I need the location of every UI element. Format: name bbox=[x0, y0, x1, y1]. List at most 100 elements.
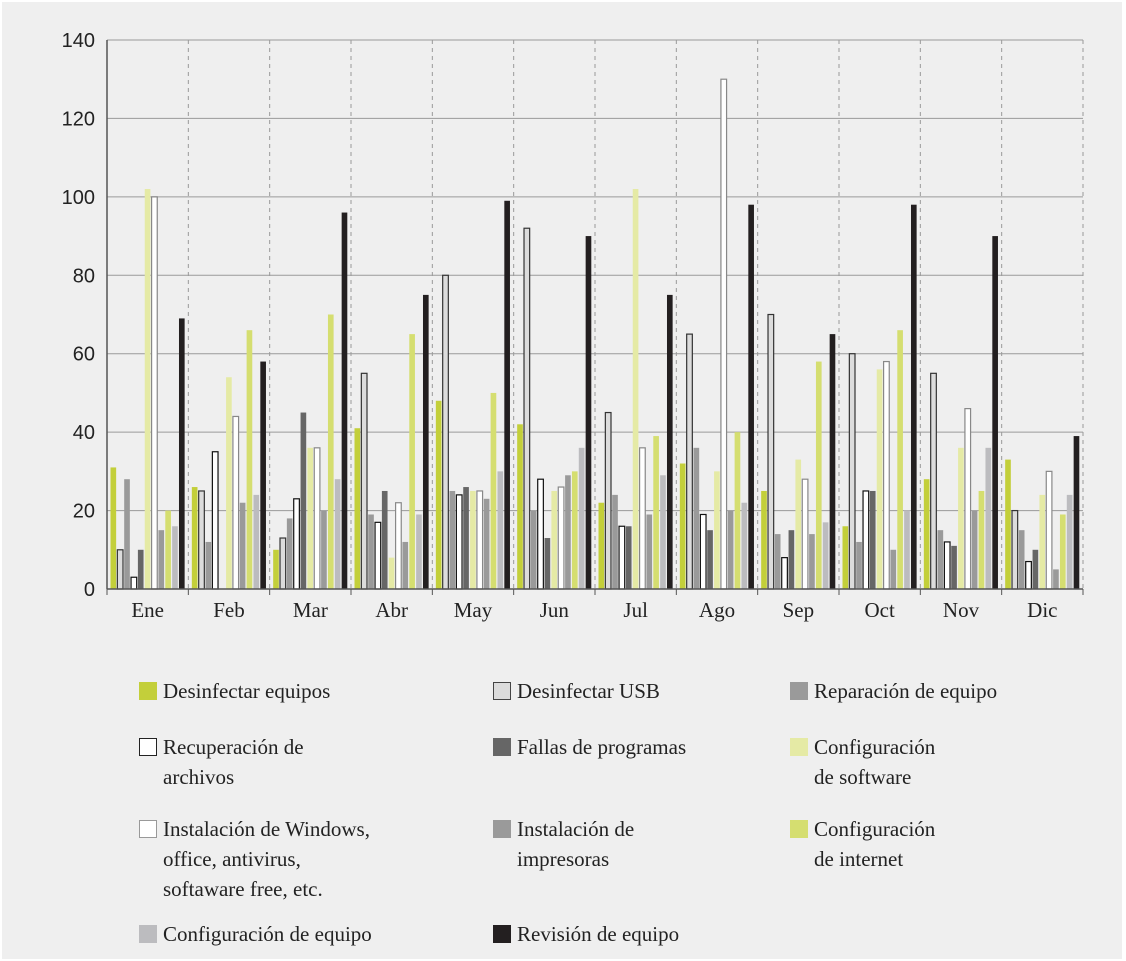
bar bbox=[882, 360, 890, 590]
bar bbox=[781, 557, 788, 590]
bar bbox=[409, 334, 415, 589]
bar bbox=[490, 392, 497, 589]
y-tick-label: 0 bbox=[84, 579, 95, 601]
legend-swatch bbox=[493, 682, 511, 700]
bar bbox=[1025, 560, 1032, 590]
bar bbox=[822, 522, 829, 589]
bar bbox=[699, 513, 707, 590]
bar bbox=[137, 549, 144, 589]
bar bbox=[578, 447, 585, 589]
bar bbox=[1011, 509, 1019, 590]
bar bbox=[1005, 459, 1011, 589]
legend-label: Desinfectar USB bbox=[517, 679, 660, 703]
bar bbox=[226, 377, 232, 589]
legend-swatch bbox=[493, 820, 511, 838]
bar bbox=[232, 415, 240, 590]
bar bbox=[286, 518, 293, 589]
bar bbox=[923, 479, 930, 589]
bar bbox=[246, 330, 253, 589]
bar bbox=[557, 486, 565, 590]
legend-swatch bbox=[139, 682, 157, 700]
legend-item-configuracion-de-equipo: Configuración de equipo bbox=[139, 919, 372, 949]
bar bbox=[463, 487, 469, 589]
bar bbox=[829, 334, 836, 589]
bar bbox=[992, 236, 998, 590]
bar bbox=[734, 432, 741, 589]
bar bbox=[144, 189, 151, 589]
bar bbox=[876, 369, 883, 589]
bar bbox=[964, 408, 972, 590]
bar bbox=[1032, 549, 1039, 589]
legend-item-revision-de-equipo: Revisión de equipo bbox=[493, 919, 679, 949]
bar bbox=[971, 510, 978, 589]
x-tick-label: Jul bbox=[623, 598, 648, 622]
bar bbox=[130, 576, 138, 590]
bar bbox=[943, 541, 951, 590]
x-tick-label: Sep bbox=[783, 598, 815, 622]
bar bbox=[334, 479, 341, 589]
bar bbox=[1045, 470, 1053, 590]
legend-label: Instalación de Windows, office, antiviru… bbox=[163, 817, 370, 901]
bar bbox=[497, 471, 504, 589]
legend-label: Configuración de equipo bbox=[163, 922, 372, 946]
bar bbox=[727, 510, 734, 589]
bar bbox=[158, 530, 165, 589]
legend-swatch bbox=[790, 738, 808, 756]
legend-swatch bbox=[493, 925, 511, 943]
bar bbox=[801, 478, 809, 590]
bar bbox=[693, 447, 700, 589]
bar bbox=[416, 514, 422, 589]
bar bbox=[951, 545, 957, 589]
bar bbox=[165, 510, 171, 589]
x-tick-label: Mar bbox=[293, 598, 328, 622]
legend-item-configuracion-de-internet: Configuración de internet bbox=[790, 814, 935, 874]
bar bbox=[476, 490, 484, 590]
x-tick-label: Abr bbox=[375, 598, 408, 622]
bar bbox=[1066, 494, 1073, 589]
bar bbox=[1039, 494, 1046, 589]
bar bbox=[381, 490, 388, 589]
legend-item-instalacion-de-impresoras: Instalación de impresoras bbox=[493, 814, 634, 874]
x-tick-label: Feb bbox=[213, 598, 245, 622]
bar bbox=[327, 314, 334, 589]
bar bbox=[211, 451, 219, 590]
x-tick-label: Nov bbox=[943, 598, 980, 622]
bar bbox=[795, 459, 802, 589]
legend-item-instalacion-de-windows: Instalación de Windows, office, antiviru… bbox=[139, 814, 370, 904]
bar bbox=[638, 447, 646, 590]
bar bbox=[517, 424, 523, 589]
bar bbox=[612, 494, 618, 589]
legend-item-desinfectar-usb: Desinfectar USB bbox=[493, 676, 660, 706]
y-tick-label: 20 bbox=[73, 501, 95, 523]
bar bbox=[958, 447, 964, 589]
legend-swatch bbox=[139, 738, 157, 756]
bar bbox=[530, 510, 537, 589]
bar bbox=[239, 502, 246, 589]
bar bbox=[788, 530, 795, 589]
legend-label: Revisión de equipo bbox=[517, 922, 680, 946]
bar bbox=[910, 204, 917, 589]
bar bbox=[307, 447, 314, 589]
bar bbox=[904, 510, 910, 589]
bar bbox=[388, 557, 395, 589]
bar bbox=[571, 471, 578, 589]
y-tick-label: 120 bbox=[62, 108, 95, 130]
legend-label: Configuración de internet bbox=[814, 817, 936, 871]
bar bbox=[523, 227, 531, 590]
bar bbox=[178, 318, 185, 589]
x-tick-label: Ago bbox=[699, 598, 735, 622]
legend-label: Desinfectar equipos bbox=[163, 679, 331, 703]
bar-chart: 0 20 40 60 80 100 120 140 Ene Feb Mar Abr May Jun Jul A… bbox=[62, 30, 1084, 622]
bar bbox=[442, 274, 449, 590]
bar bbox=[483, 498, 490, 589]
bar bbox=[313, 447, 321, 590]
bar bbox=[360, 372, 368, 590]
bar bbox=[741, 502, 748, 589]
bar bbox=[625, 526, 632, 589]
bar bbox=[646, 514, 653, 589]
bar bbox=[354, 428, 361, 589]
bar bbox=[544, 538, 551, 589]
legend-label: Instalación de impresoras bbox=[517, 817, 635, 871]
bar bbox=[449, 490, 456, 589]
